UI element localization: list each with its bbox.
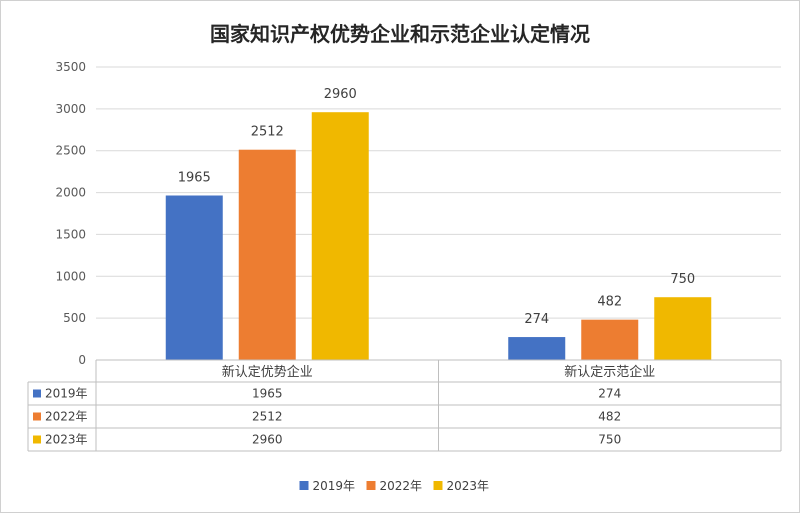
data-label: 1965 [178,171,211,186]
category-label: 新认定优势企业 [222,364,313,380]
table-cell-value: 2960 [252,433,283,447]
y-axis-ticks: 0 500 1000 1500 2000 2500 3000 3500 [55,60,86,367]
data-labels: 1965 2512 2960 274 482 750 [178,87,695,327]
table-cell-value: 750 [598,433,621,447]
bar [238,149,296,360]
data-label: 750 [670,272,695,287]
legend-label: 2023年 [447,479,490,493]
table-cell-value: 482 [598,410,621,424]
y-tick-label: 1000 [55,269,86,283]
bar [508,337,566,360]
row-legend-key [33,389,41,398]
legend-label: 2022年 [380,479,423,493]
row-series-name: 2023年 [45,433,88,447]
data-label: 482 [597,295,622,310]
row-legend-key [33,435,41,444]
table-cell-value: 274 [598,387,621,401]
legend-key [433,481,443,490]
y-tick-label: 2500 [55,144,86,158]
legend-key [366,481,376,490]
row-series-name: 2022年 [45,410,88,424]
y-tick-label: 1500 [55,227,86,241]
table-cell-value: 2512 [252,410,283,424]
data-table: 新认定优势企业 新认定示范企业 2019年 1965 274 2022年 2512 482 20… [27,359,782,452]
legend: 2019年 2022年 2023年 [299,479,490,493]
row-legend-key [33,412,41,421]
bar [311,112,369,360]
category-label: 新认定示范企业 [564,364,655,380]
legend-key [299,481,309,490]
bars [165,112,712,360]
y-tick-label: 3500 [55,60,86,74]
data-label: 2512 [251,125,284,140]
table-cell-value: 1965 [252,387,283,401]
chart-title: 国家知识产权优势企业和示范企业认定情况 [210,22,590,46]
legend-label: 2019年 [313,479,356,493]
data-label: 2960 [324,87,357,102]
y-tick-label: 0 [78,353,86,367]
y-tick-label: 2000 [55,186,86,200]
y-tick-label: 500 [63,311,86,325]
data-label: 274 [524,312,549,327]
bar [165,195,223,360]
bar [581,319,639,360]
row-series-name: 2019年 [45,387,88,401]
bar [654,297,712,360]
y-tick-label: 3000 [55,102,86,116]
